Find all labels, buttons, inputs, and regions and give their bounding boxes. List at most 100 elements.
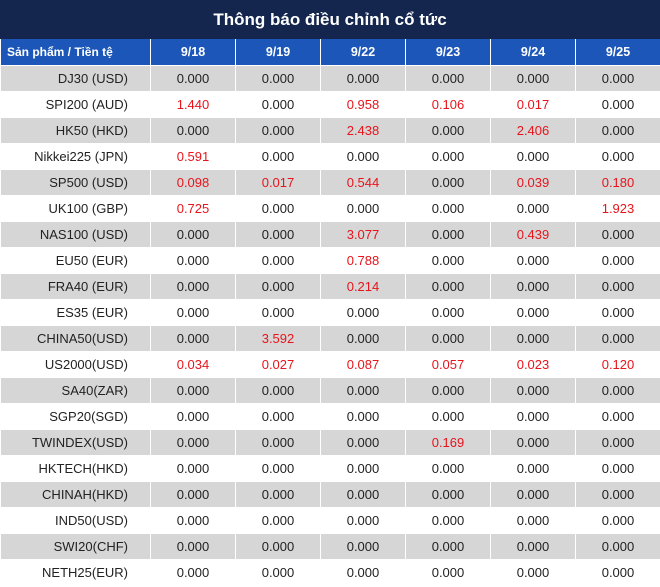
dividend-value-cell: 0.000 <box>320 195 406 222</box>
table-row: EU50 (EUR) 0.000 0.000 0.788 0.000 0.000 0.000 <box>0 247 660 274</box>
dividend-value-cell: 0.000 <box>320 143 406 170</box>
dividend-value-cell: 0.000 <box>320 299 406 326</box>
header-date: 9/25 <box>575 39 660 66</box>
dividend-value-cell: 0.000 <box>490 507 576 534</box>
table-row: HK50 (HKD) 0.000 0.000 2.438 0.000 2.406 0.000 <box>0 117 660 144</box>
dividend-value-cell: 0.000 <box>320 559 406 586</box>
product-name-cell: NETH25(EUR) <box>0 559 151 586</box>
dividend-value-cell: 0.000 <box>490 377 576 404</box>
dividend-value-cell: 0.000 <box>235 299 321 326</box>
dividend-value-cell: 0.000 <box>320 377 406 404</box>
dividend-value-cell: 0.098 <box>150 169 236 196</box>
dividend-value-cell: 0.000 <box>490 429 576 456</box>
dividend-value-cell: 0.000 <box>405 273 491 300</box>
table-row: CHINAH(HKD) 0.000 0.000 0.000 0.000 0.000 0.00… <box>0 481 660 508</box>
dividend-value-cell: 0.000 <box>235 481 321 508</box>
table-row: SGP20(SGD) 0.000 0.000 0.000 0.000 0.000 0.000 <box>0 403 660 430</box>
dividend-value-cell: 0.000 <box>235 195 321 222</box>
dividend-value-cell: 0.000 <box>575 403 660 430</box>
dividend-value-cell: 0.000 <box>490 143 576 170</box>
dividend-value-cell: 0.958 <box>320 91 406 118</box>
dividend-value-cell: 0.000 <box>320 533 406 560</box>
dividend-value-cell: 0.000 <box>235 455 321 482</box>
table-row: TWINDEX(USD) 0.000 0.000 0.000 0.169 0.000 0.0… <box>0 429 660 456</box>
dividend-value-cell: 0.000 <box>405 117 491 144</box>
dividend-value-cell: 0.000 <box>575 247 660 274</box>
dividend-value-cell: 0.000 <box>320 429 406 456</box>
dividend-value-cell: 0.000 <box>150 325 236 352</box>
table-row: FRA40 (EUR) 0.000 0.000 0.214 0.000 0.000 0.00… <box>0 273 660 300</box>
dividend-value-cell: 0.439 <box>490 221 576 248</box>
dividend-value-cell: 0.000 <box>490 195 576 222</box>
dividend-value-cell: 0.000 <box>320 455 406 482</box>
product-name-cell: Nikkei225 (JPN) <box>0 143 151 170</box>
dividend-value-cell: 0.000 <box>575 559 660 586</box>
product-name-cell: SPI200 (AUD) <box>0 91 151 118</box>
dividend-value-cell: 1.923 <box>575 195 660 222</box>
dividend-value-cell: 0.788 <box>320 247 406 274</box>
dividend-value-cell: 0.000 <box>150 247 236 274</box>
dividend-value-cell: 0.000 <box>575 533 660 560</box>
dividend-value-cell: 0.017 <box>490 91 576 118</box>
dividend-value-cell: 0.000 <box>320 481 406 508</box>
dividend-value-cell: 0.544 <box>320 169 406 196</box>
dividend-value-cell: 0.000 <box>575 377 660 404</box>
product-name-cell: SWI20(CHF) <box>0 533 151 560</box>
table-row: CHINA50(USD) 0.000 3.592 0.000 0.000 0.000 0.0… <box>0 325 660 352</box>
dividend-value-cell: 0.000 <box>150 299 236 326</box>
dividend-value-cell: 0.000 <box>405 299 491 326</box>
table-row: US2000(USD) 0.034 0.027 0.087 0.057 0.023 0.12… <box>0 351 660 378</box>
dividend-value-cell: 2.438 <box>320 117 406 144</box>
table-row: SPI200 (AUD) 1.440 0.000 0.958 0.106 0.017 0.0… <box>0 91 660 118</box>
dividend-value-cell: 0.000 <box>235 507 321 534</box>
table-row: NAS100 (USD) 0.000 0.000 3.077 0.000 0.439 0.0… <box>0 221 660 248</box>
dividend-value-cell: 0.000 <box>490 247 576 274</box>
dividend-value-cell: 0.000 <box>405 533 491 560</box>
dividend-value-cell: 0.000 <box>405 247 491 274</box>
dividend-value-cell: 0.000 <box>575 91 660 118</box>
product-name-cell: SGP20(SGD) <box>0 403 151 430</box>
dividend-value-cell: 0.000 <box>150 403 236 430</box>
dividend-value-cell: 0.000 <box>405 559 491 586</box>
product-name-cell: FRA40 (EUR) <box>0 273 151 300</box>
table-row: IND50(USD) 0.000 0.000 0.000 0.000 0.000 0.000 <box>0 507 660 534</box>
dividend-value-cell: 0.000 <box>235 273 321 300</box>
dividend-value-cell: 0.000 <box>320 325 406 352</box>
header-date: 9/23 <box>405 39 491 66</box>
dividend-value-cell: 0.000 <box>235 559 321 586</box>
dividend-value-cell: 0.000 <box>575 117 660 144</box>
dividend-value-cell: 0.000 <box>235 117 321 144</box>
product-name-cell: CHINAH(HKD) <box>0 481 151 508</box>
dividend-value-cell: 0.591 <box>150 143 236 170</box>
dividend-value-cell: 0.000 <box>320 403 406 430</box>
dividend-value-cell: 0.180 <box>575 169 660 196</box>
dividend-value-cell: 0.000 <box>320 507 406 534</box>
product-name-cell: DJ30 (USD) <box>0 65 151 92</box>
dividend-value-cell: 0.000 <box>405 65 491 92</box>
dividend-value-cell: 3.592 <box>235 325 321 352</box>
dividend-value-cell: 0.000 <box>150 221 236 248</box>
dividend-value-cell: 0.000 <box>405 481 491 508</box>
product-name-cell: HK50 (HKD) <box>0 117 151 144</box>
header-date: 9/24 <box>490 39 576 66</box>
dividend-value-cell: 0.017 <box>235 169 321 196</box>
dividend-value-cell: 0.000 <box>575 429 660 456</box>
table-row: ES35 (EUR) 0.000 0.000 0.000 0.000 0.000 0.000 <box>0 299 660 326</box>
dividend-value-cell: 3.077 <box>320 221 406 248</box>
dividend-value-cell: 0.000 <box>490 273 576 300</box>
dividend-value-cell: 0.023 <box>490 351 576 378</box>
header-date: 9/19 <box>235 39 321 66</box>
dividend-value-cell: 0.000 <box>150 455 236 482</box>
dividend-value-cell: 0.169 <box>405 429 491 456</box>
dividend-value-cell: 0.000 <box>490 299 576 326</box>
dividend-value-cell: 0.000 <box>150 533 236 560</box>
dividend-value-cell: 0.000 <box>150 273 236 300</box>
dividend-value-cell: 0.725 <box>150 195 236 222</box>
dividend-value-cell: 0.027 <box>235 351 321 378</box>
dividend-value-cell: 0.000 <box>575 507 660 534</box>
dividend-value-cell: 0.000 <box>235 65 321 92</box>
dividend-value-cell: 0.000 <box>575 481 660 508</box>
table-header-row: Sản phẩm / Tiền tệ 9/18 9/19 9/22 9/23 9… <box>0 39 660 66</box>
dividend-value-cell: 0.000 <box>150 117 236 144</box>
